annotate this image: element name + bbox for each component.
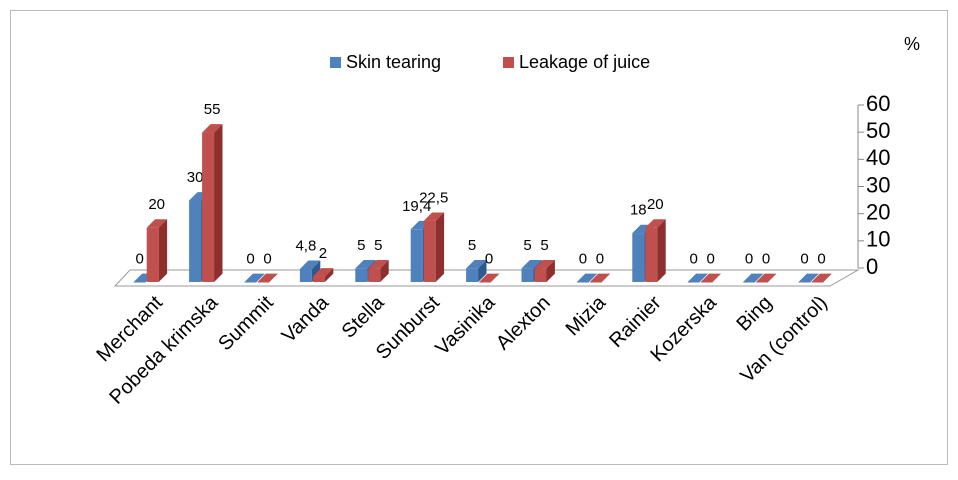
bar-top — [466, 260, 487, 269]
data-label: 0 — [690, 251, 698, 268]
bar-side — [324, 268, 334, 282]
data-label: 0 — [745, 251, 753, 268]
bar — [133, 282, 146, 283]
data-label: 0 — [263, 251, 271, 268]
bar-top — [687, 273, 709, 282]
y-tick-label: 50 — [866, 118, 890, 143]
bar — [521, 268, 534, 282]
bar-side — [657, 219, 666, 282]
bar — [645, 227, 658, 282]
data-label: 0 — [596, 251, 604, 268]
data-label: 0 — [762, 251, 770, 268]
bar — [202, 132, 215, 282]
bar-top — [700, 273, 722, 282]
floor — [113, 269, 860, 287]
bar — [798, 282, 811, 283]
bar-top — [312, 268, 334, 277]
bar-top — [756, 273, 777, 282]
bar-side — [478, 260, 487, 282]
bar — [700, 282, 713, 283]
bar — [368, 268, 381, 282]
bar — [632, 233, 645, 282]
bar — [756, 282, 769, 283]
y-tick-label: 10 — [866, 227, 890, 252]
bar-side — [546, 260, 555, 282]
data-label: 4,8 — [295, 238, 316, 255]
data-label: 0 — [817, 251, 825, 268]
bar — [355, 268, 368, 282]
bar — [576, 282, 589, 283]
bar — [811, 282, 824, 283]
legend-label: Leakage of juice — [519, 52, 650, 72]
legend-swatch — [503, 57, 514, 68]
data-label: 0 — [485, 251, 493, 268]
bar-top — [479, 273, 500, 282]
bar-top — [743, 273, 764, 282]
data-label: 20 — [647, 196, 664, 213]
bar — [299, 268, 312, 282]
y-tick-label: 30 — [866, 172, 890, 197]
data-label: 18 — [630, 202, 647, 219]
bar-top — [576, 273, 598, 282]
bar — [257, 282, 270, 283]
data-label: 5 — [357, 237, 365, 254]
bar-top — [521, 260, 542, 269]
bar-top — [368, 260, 389, 269]
bar-top — [257, 273, 278, 282]
y-tick-label: 0 — [866, 254, 878, 279]
bar — [244, 282, 257, 283]
bar-top — [202, 124, 223, 133]
data-label: 5 — [468, 237, 476, 254]
bar — [479, 282, 492, 283]
legend-label: Skin tearing — [346, 52, 441, 72]
bar-top — [798, 273, 819, 282]
bar-side — [380, 260, 389, 282]
bar-top — [645, 219, 666, 228]
bar — [410, 229, 423, 282]
bar-top — [423, 212, 445, 221]
bar — [466, 268, 479, 282]
data-label: 30 — [187, 169, 204, 186]
bar-top — [146, 219, 168, 228]
y-tick-label: 20 — [866, 199, 890, 224]
data-label: 0 — [136, 251, 144, 268]
data-label: 2 — [319, 245, 327, 262]
bar — [189, 200, 202, 282]
bar — [423, 220, 436, 282]
bar-top — [534, 260, 555, 269]
bar-side — [158, 219, 168, 282]
bar — [534, 268, 547, 282]
bar-top — [244, 273, 265, 282]
data-label: 0 — [246, 251, 254, 268]
y-tick-label: 40 — [866, 145, 890, 170]
data-label: 5 — [523, 237, 531, 254]
data-label: 55 — [204, 101, 221, 118]
bar-top — [589, 273, 611, 282]
bar — [743, 282, 756, 283]
data-label: 19,4 — [402, 198, 431, 215]
bar-top — [299, 260, 321, 269]
y-tick-label: 60 — [866, 91, 890, 116]
data-label: 20 — [148, 196, 165, 213]
bar-side — [214, 124, 223, 282]
bar — [312, 276, 325, 282]
bar — [687, 282, 700, 283]
data-label: 0 — [800, 251, 808, 268]
bar-side — [435, 212, 445, 282]
unit-label: % — [904, 34, 920, 54]
data-label: 0 — [707, 251, 715, 268]
bar-top — [355, 260, 376, 269]
bar — [146, 227, 159, 282]
data-label: 5 — [540, 237, 548, 254]
legend-swatch — [330, 57, 341, 68]
data-label: 0 — [579, 251, 587, 268]
bar — [589, 282, 602, 283]
bar-top — [811, 273, 832, 282]
data-label: 22,5 — [419, 189, 448, 206]
data-label: 5 — [374, 237, 382, 254]
